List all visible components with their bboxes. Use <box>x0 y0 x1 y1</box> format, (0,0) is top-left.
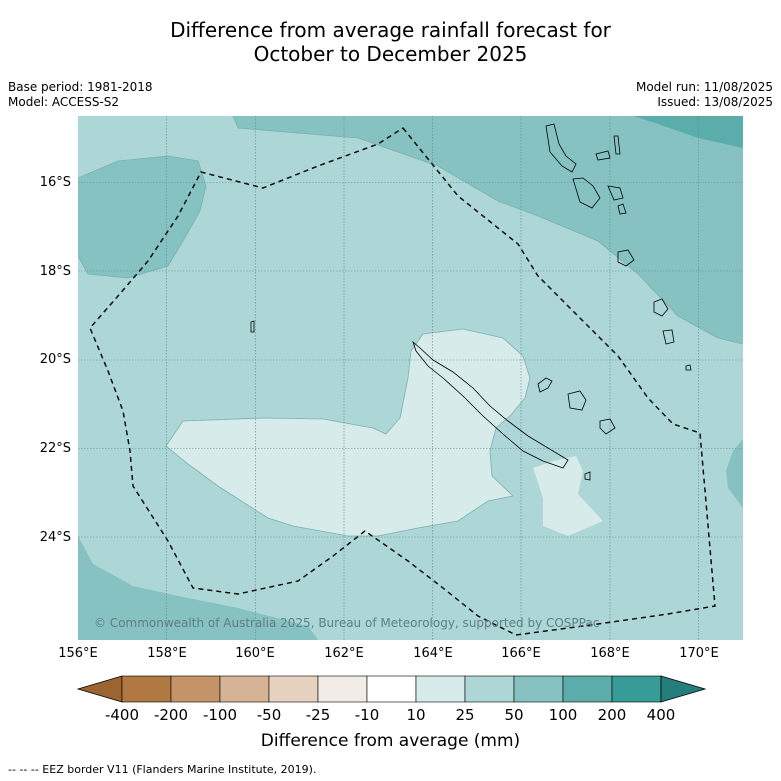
cb-tick-200: 200 <box>597 706 627 724</box>
cb-tick-m10: -10 <box>354 706 380 724</box>
island-mare <box>599 418 616 435</box>
cb-tick-50: 50 <box>504 706 524 724</box>
island-maewo <box>595 150 611 161</box>
lat-label-16s: 16°S <box>39 175 71 190</box>
lon-label-158e: 158°E <box>147 646 187 661</box>
colorbar-cell <box>611 675 662 703</box>
band-50-100-west <box>78 156 206 278</box>
band-100-200-northeast <box>633 116 743 148</box>
issued-text: Issued: 13/08/2025 <box>657 95 773 109</box>
island-pentecost <box>613 135 621 155</box>
base-period-text: Base period: 1981-2018 <box>8 80 153 94</box>
cb-tick-m25: -25 <box>305 706 331 724</box>
cb-tick-10: 10 <box>406 706 426 724</box>
meta-right: Model run: 11/08/2025 Issued: 13/08/2025 <box>636 80 773 110</box>
lon-label-162e: 162°E <box>324 646 364 661</box>
island-walpole <box>584 471 591 481</box>
lat-label-22s: 22°S <box>39 441 71 456</box>
islands <box>250 123 692 481</box>
lat-label-18s: 18°S <box>39 264 71 279</box>
colorbar-cell <box>366 675 417 703</box>
colorbar-cell <box>415 675 466 703</box>
band-10-25-central <box>166 329 530 536</box>
island-epi <box>617 203 627 215</box>
island-chesterfield <box>250 320 255 333</box>
colorbar-title: Difference from average (mm) <box>260 731 521 751</box>
lon-label-164e: 164°E <box>413 646 453 661</box>
island-aneityum <box>685 364 692 371</box>
eez-footnote: -- -- -- EEZ border V11 (Flanders Marine… <box>8 763 317 776</box>
cb-tick-m200: -200 <box>153 706 189 724</box>
colorbar-cell <box>121 675 172 703</box>
lat-label-20s: 20°S <box>39 352 71 367</box>
lon-label-160e: 160°E <box>235 646 275 661</box>
lat-label-24s: 24°S <box>39 530 71 545</box>
title-line-1: Difference from average rainfall forecas… <box>170 18 611 42</box>
cb-tick-m400: -400 <box>104 706 140 724</box>
lon-label-170e: 170°E <box>679 646 719 661</box>
meta-left: Base period: 1981-2018 Model: ACCESS-S2 <box>8 80 153 110</box>
island-malekula <box>572 177 601 209</box>
island-erromango <box>653 298 669 317</box>
lon-label-156e: 156°E <box>58 646 98 661</box>
colorbar-cell <box>170 675 221 703</box>
colorbar <box>76 675 706 703</box>
map-title: Difference from average rainfall forecas… <box>0 18 781 66</box>
model-run-text: Model run: 11/08/2025 <box>635 80 773 94</box>
colorbar-cell <box>513 675 564 703</box>
lon-label-166e: 166°E <box>501 646 541 661</box>
colorbar-cell <box>219 675 270 703</box>
band-10-25-loyalty <box>533 456 603 536</box>
band-50-100-east <box>726 439 743 508</box>
island-tanna <box>662 329 675 345</box>
colorbar-cell <box>562 675 613 703</box>
cb-tick-400: 400 <box>646 706 676 724</box>
island-ouvea <box>537 377 553 393</box>
island-espiritu-santo <box>545 123 577 173</box>
title-line-2: October to December 2025 <box>253 42 528 66</box>
lon-label-168e: 168°E <box>590 646 630 661</box>
colorbar-cell <box>317 675 368 703</box>
island-efate <box>617 249 635 267</box>
cb-tick-m100: -100 <box>202 706 238 724</box>
island-lifou <box>567 390 587 411</box>
model-text: Model: ACCESS-S2 <box>8 95 120 109</box>
colorbar-extend-high <box>660 675 706 703</box>
gridlines <box>78 116 743 640</box>
band-50-100-northeast <box>233 116 743 344</box>
cb-tick-25: 25 <box>455 706 475 724</box>
grande-terre-island <box>412 340 569 469</box>
eez-border <box>89 127 716 636</box>
copyright-text: © Commonwealth of Australia 2025, Bureau… <box>94 616 600 630</box>
colorbar-cell <box>268 675 319 703</box>
colorbar-extend-low <box>76 675 123 703</box>
colorbar-cell <box>464 675 515 703</box>
band-50-100-southwest <box>78 536 318 640</box>
cb-tick-m50: -50 <box>256 706 282 724</box>
island-ambrym <box>607 185 624 201</box>
map-svg <box>78 116 743 640</box>
cb-tick-100: 100 <box>548 706 578 724</box>
map-panel: © Commonwealth of Australia 2025, Bureau… <box>78 116 743 640</box>
